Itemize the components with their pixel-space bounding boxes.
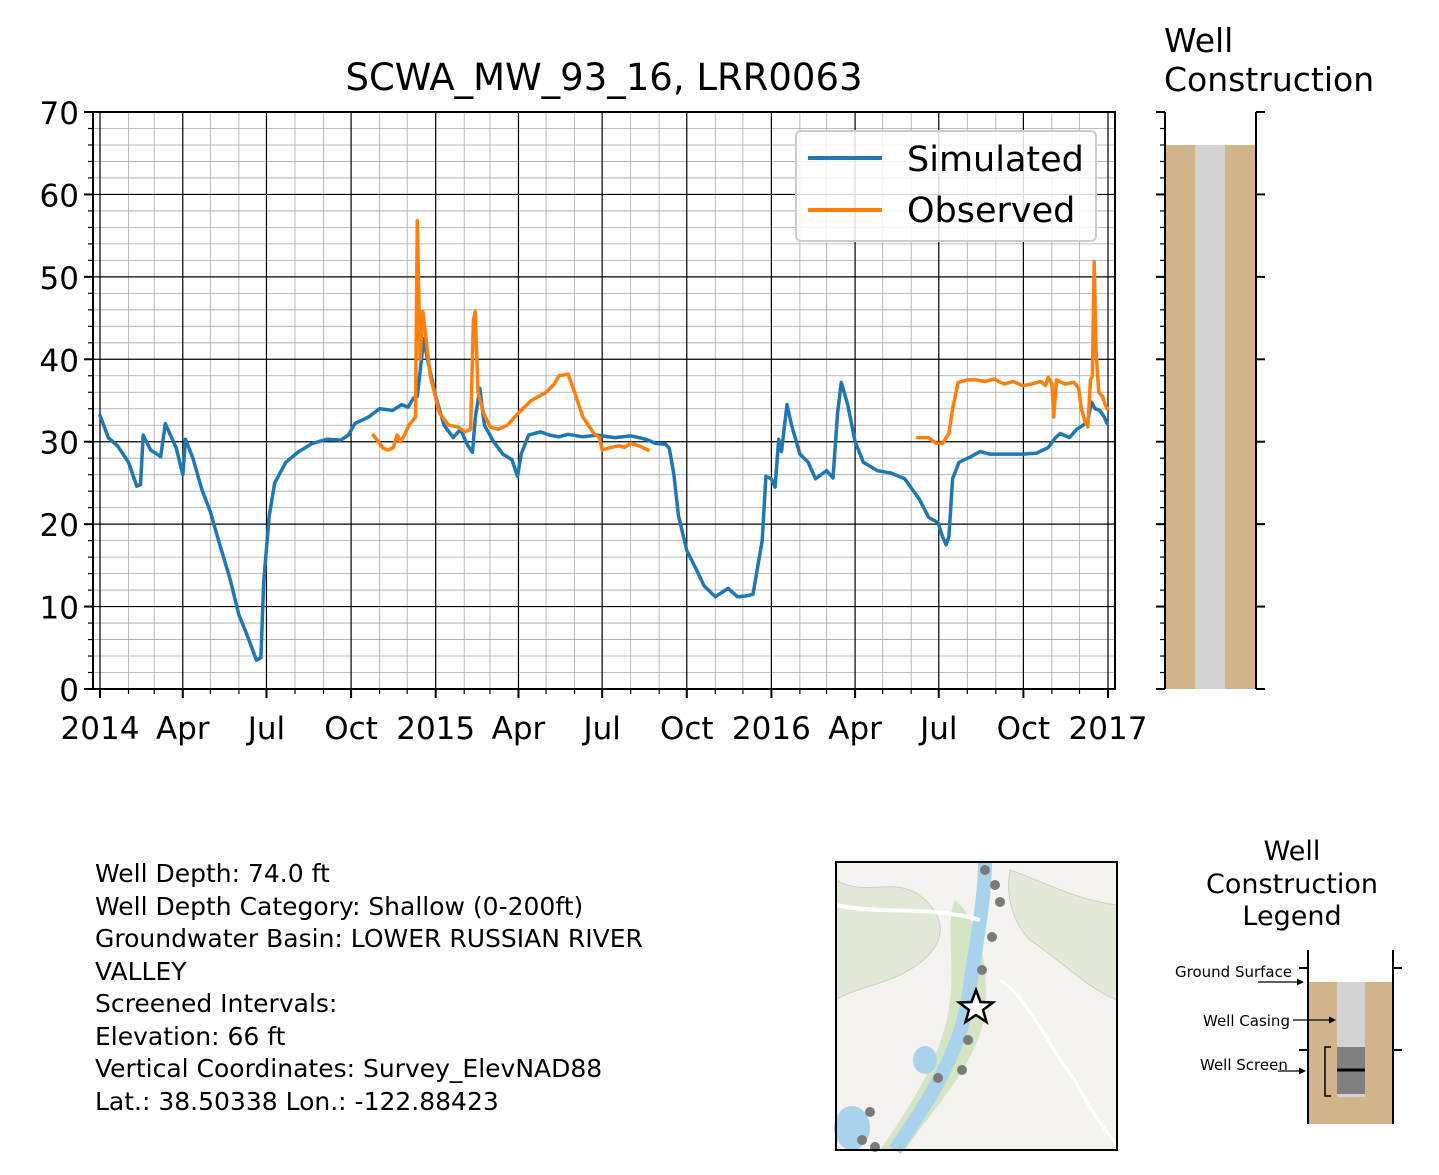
y-tick-label: 10: [40, 591, 79, 627]
map-river: [889, 861, 992, 1155]
legend-title-2: Construction: [1206, 869, 1378, 900]
series-layer: [98, 219, 1109, 662]
y-tick-label: 40: [40, 343, 79, 379]
legend-well-casing-label: Well Casing: [1203, 1012, 1290, 1030]
map-well-marker: [957, 1065, 967, 1075]
legend-ground-surface-label: Ground Surface: [1175, 963, 1292, 981]
map-road-east: [999, 978, 1119, 1146]
x-tick-label: Jul: [246, 711, 285, 747]
map-well-marker: [963, 1035, 973, 1045]
y-tick-label: 70: [40, 96, 79, 132]
plot-frame: [92, 111, 1116, 690]
x-tick-label: Oct: [660, 711, 714, 747]
map-frame: [835, 861, 1118, 1151]
map-well-marker: [980, 865, 990, 875]
minor-gridlines: [93, 112, 1115, 689]
map-well-marker: [987, 932, 997, 942]
y-tick-label: 30: [40, 426, 79, 462]
legend-arrowhead-casing: [1329, 1016, 1336, 1024]
x-tick-label: Jul: [581, 711, 620, 747]
x-tick-label: Jul: [918, 711, 957, 747]
well-construction-legend: Well Construction Legend Ground Surface …: [1175, 836, 1402, 1124]
info-depth-category: Well Depth Category: Shallow (0-200ft): [95, 891, 584, 921]
chart-title: SCWA_MW_93_16, LRR0063: [345, 56, 862, 99]
legend-screen-bracket: [1324, 1046, 1331, 1097]
info-elevation: Elevation: 66 ft: [95, 1021, 286, 1051]
map-terrain-hills-east: [1008, 869, 1118, 1001]
location-map: [834, 861, 1119, 1155]
series-line-simulated: [98, 336, 1109, 662]
info-well-depth: Well Depth: 74.0 ft: [95, 859, 330, 888]
map-well-marker: [977, 965, 987, 975]
map-well-marker: [865, 1107, 875, 1117]
info-lat-lon: Lat.: 38.50338 Lon.: -122.88423: [95, 1086, 499, 1116]
y-tick-label: 50: [40, 261, 79, 297]
map-well-marker: [995, 897, 1005, 907]
info-screened-intervals: Screened Intervals:: [95, 989, 338, 1018]
x-tick-label: Apr: [828, 711, 882, 747]
legend-title-1: Well: [1264, 836, 1321, 867]
series-line-observed: [371, 219, 650, 452]
x-tick-label: 2017: [1069, 711, 1148, 747]
x-tick-label: 2015: [396, 711, 475, 747]
info-vertical-coordinates: Vertical Coordinates: Survey_ElevNAD88: [95, 1054, 603, 1083]
legend-label-observed: Observed: [907, 191, 1075, 231]
x-tick-label: Apr: [492, 711, 546, 747]
map-pond: [913, 1046, 937, 1074]
map-well-marker: [857, 1135, 867, 1145]
map-road: [835, 903, 981, 922]
x-tick-label: Apr: [156, 711, 210, 747]
well-column-ticks: [1156, 111, 1265, 690]
well-construction-title-2: Construction: [1164, 60, 1374, 99]
legend-arrowhead-screen: [1299, 1067, 1306, 1075]
well-casing: [1195, 144, 1225, 689]
plot-area: 0 10 20 30 40 50 60 70 2014 Apr Jul Oct 2015 Apr Jul O…: [40, 96, 1148, 747]
legend-arrowhead-ground: [1297, 978, 1304, 986]
info-basin: Groundwater Basin: LOWER RUSSIAN RIVER: [95, 924, 643, 953]
legend-title-3: Legend: [1242, 901, 1341, 932]
legend-well-screen-label: Well Screen: [1200, 1056, 1288, 1074]
series-line-observed: [915, 260, 1109, 446]
well-construction-panel: Well Construction: [1156, 21, 1374, 690]
info-basin-continued: VALLEY: [95, 956, 187, 986]
map-well-marker: [990, 880, 1000, 890]
map-vegetation-strip: [880, 900, 986, 1150]
map-well-marker: [933, 1073, 943, 1083]
map-star-icon: [955, 986, 997, 1025]
x-tick-label: Oct: [324, 711, 378, 747]
x-tick-label: 2014: [61, 711, 140, 747]
x-axis: 2014 Apr Jul Oct 2015 Apr Jul Oct 2016 Apr Jul Oct 2…: [61, 689, 1148, 747]
x-tick-label: Oct: [997, 711, 1051, 747]
y-tick-label: 0: [59, 673, 79, 709]
map-wells: [857, 865, 1005, 1152]
y-tick-label: 20: [40, 508, 79, 544]
y-tick-label: 60: [40, 178, 79, 214]
legend: Simulated Observed: [795, 130, 1097, 242]
legend-label-simulated: Simulated: [907, 140, 1084, 180]
x-tick-label: 2016: [732, 711, 811, 747]
y-axis: 0 10 20 30 40 50 60 70: [40, 96, 93, 709]
well-info-panel: Well Depth: 74.0 ft Well Depth Category:…: [95, 858, 795, 1118]
well-construction-title-1: Well: [1164, 21, 1233, 60]
